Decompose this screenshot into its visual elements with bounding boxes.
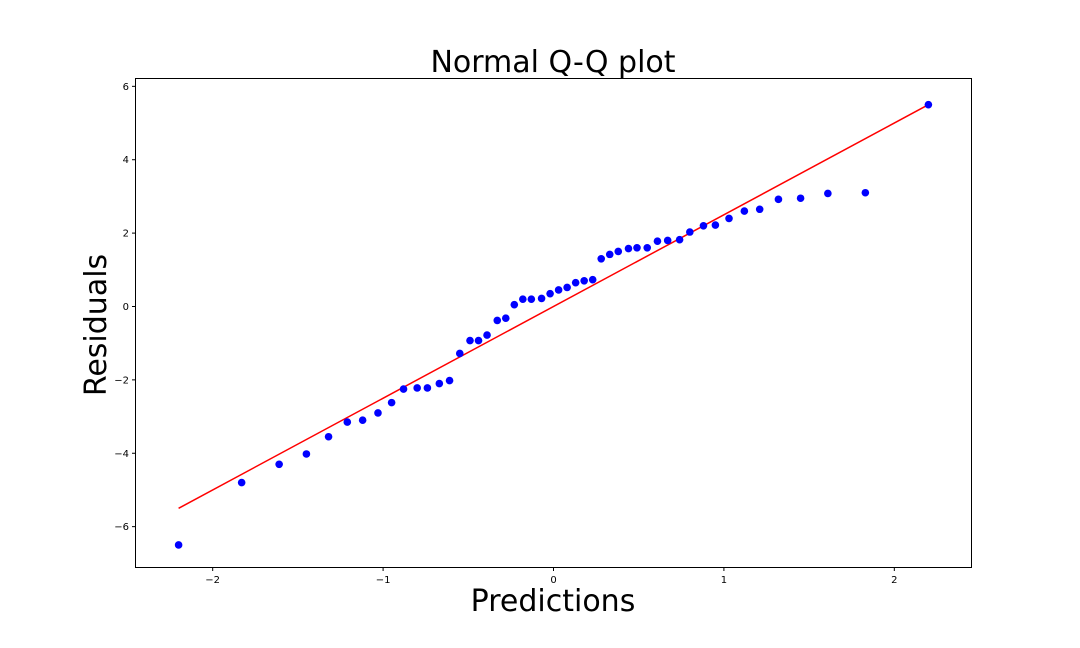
reference-line-layer: [178, 104, 929, 509]
data-point: [435, 379, 444, 388]
x-tick-label: 2: [891, 575, 897, 586]
x-tick-label: −1: [376, 575, 391, 586]
data-point: [774, 195, 783, 204]
data-point: [445, 376, 454, 385]
data-point: [861, 188, 870, 197]
data-point: [510, 300, 519, 309]
data-point: [483, 331, 491, 339]
data-point: [740, 207, 749, 215]
data-point: [663, 236, 672, 245]
data-point: [399, 385, 408, 393]
data-point: [519, 295, 527, 303]
y-tick-label: −6: [114, 522, 129, 533]
y-axis-label: Residuals: [79, 254, 114, 396]
data-point: [597, 254, 606, 263]
y-tick-label: −2: [114, 375, 129, 386]
data-point: [725, 214, 733, 223]
data-point: [924, 100, 933, 109]
data-point: [275, 460, 283, 469]
data-point: [493, 316, 502, 325]
data-point: [643, 243, 652, 252]
y-tick-label: 4: [123, 155, 129, 166]
data-point: [527, 295, 536, 303]
y-tick-label: −4: [114, 449, 129, 460]
data-point: [614, 247, 623, 256]
data-point: [675, 235, 684, 244]
data-point: [588, 275, 597, 284]
data-point: [624, 244, 633, 253]
data-point: [413, 384, 421, 392]
data-point: [571, 278, 580, 287]
data-point: [699, 221, 708, 230]
y-axis: −6 −4 −2 0 2 4 6: [114, 82, 136, 533]
data-point: [501, 314, 510, 323]
x-tick-label: −2: [205, 575, 220, 586]
x-tick-label: 1: [721, 575, 727, 586]
data-point: [455, 349, 464, 358]
data-point: [237, 478, 246, 487]
x-axis-label: Predictions: [471, 584, 636, 619]
data-point: [605, 250, 614, 259]
data-point: [423, 384, 432, 392]
data-point: [374, 409, 382, 417]
data-point: [343, 418, 352, 426]
data-point: [302, 450, 311, 458]
data-point: [358, 416, 367, 425]
data-point: [653, 237, 662, 245]
reference-line: [178, 104, 929, 509]
data-point: [537, 294, 546, 303]
data-point: [755, 205, 764, 214]
data-point: [324, 432, 333, 441]
y-tick-label: 0: [123, 302, 129, 313]
plot-frame: [135, 78, 972, 568]
data-point: [796, 194, 805, 203]
data-point: [824, 189, 832, 198]
plot-area: −2 −1 0 1 2 −6 −4 −2 0 2 4 6: [114, 78, 972, 586]
data-point: [554, 286, 563, 294]
data-point: [466, 336, 474, 345]
y-tick-label: 6: [123, 82, 129, 93]
x-axis: −2 −1 0 1 2: [205, 567, 898, 586]
y-tick-label: 2: [123, 229, 129, 240]
points-layer: [174, 100, 933, 549]
data-point: [563, 283, 571, 292]
data-point: [546, 289, 554, 298]
data-point: [686, 228, 694, 236]
data-point: [387, 398, 396, 407]
data-point: [580, 277, 588, 285]
chart-title: Normal Q-Q plot: [430, 45, 675, 80]
x-tick-label: 0: [550, 575, 556, 586]
data-point: [474, 336, 483, 345]
data-point: [633, 243, 641, 252]
data-point: [711, 221, 720, 229]
data-point: [174, 541, 183, 549]
